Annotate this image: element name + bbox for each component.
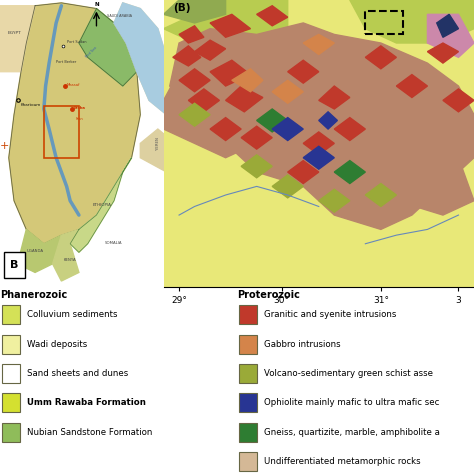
Polygon shape bbox=[9, 3, 140, 244]
Bar bbox=[239, 335, 257, 354]
Polygon shape bbox=[170, 23, 474, 229]
Polygon shape bbox=[428, 43, 458, 63]
Polygon shape bbox=[53, 229, 79, 281]
Text: Gabbro intrusions: Gabbro intrusions bbox=[264, 340, 341, 348]
Text: Umm Rawaba Formation: Umm Rawaba Formation bbox=[27, 399, 146, 407]
Text: Colluvium sediments: Colluvium sediments bbox=[27, 310, 118, 319]
Text: Proterozoic: Proterozoic bbox=[237, 290, 300, 300]
Bar bbox=[3, 252, 25, 278]
Polygon shape bbox=[188, 89, 219, 112]
Bar bbox=[239, 364, 257, 383]
Polygon shape bbox=[365, 183, 396, 207]
Text: SOMALIA: SOMALIA bbox=[105, 241, 123, 245]
Polygon shape bbox=[179, 69, 210, 92]
Polygon shape bbox=[319, 112, 337, 129]
Text: UGANDA: UGANDA bbox=[27, 249, 44, 254]
Polygon shape bbox=[79, 9, 137, 86]
Polygon shape bbox=[210, 118, 241, 140]
Text: Granitic and syenite intrusions: Granitic and syenite intrusions bbox=[264, 310, 397, 319]
Text: SAUDI ARABIA: SAUDI ARABIA bbox=[107, 14, 132, 18]
Text: Port Berber: Port Berber bbox=[56, 60, 76, 64]
Polygon shape bbox=[164, 0, 288, 43]
Polygon shape bbox=[319, 86, 350, 109]
Text: Gneiss, quartizite, marble, amphibolite a: Gneiss, quartizite, marble, amphibolite … bbox=[264, 428, 440, 437]
Polygon shape bbox=[437, 14, 458, 37]
Bar bbox=[2, 335, 20, 354]
Polygon shape bbox=[334, 161, 365, 183]
Polygon shape bbox=[0, 6, 35, 72]
Polygon shape bbox=[179, 26, 204, 43]
Bar bbox=[44, 106, 79, 158]
Polygon shape bbox=[272, 175, 303, 198]
Polygon shape bbox=[365, 129, 474, 215]
Text: Red Sea: Red Sea bbox=[85, 46, 98, 58]
Text: B: B bbox=[10, 260, 18, 270]
Bar bbox=[239, 305, 257, 324]
Polygon shape bbox=[428, 14, 474, 57]
Polygon shape bbox=[272, 118, 303, 140]
Polygon shape bbox=[164, 0, 226, 23]
Polygon shape bbox=[288, 60, 319, 83]
Polygon shape bbox=[303, 132, 334, 155]
Text: Phanerozoic: Phanerozoic bbox=[0, 290, 67, 300]
Text: Ophiolite mainly mafic to ultra mafic sec: Ophiolite mainly mafic to ultra mafic se… bbox=[264, 399, 440, 407]
Bar bbox=[239, 393, 257, 412]
Text: +: + bbox=[0, 141, 9, 151]
Bar bbox=[2, 305, 20, 324]
Polygon shape bbox=[303, 146, 334, 169]
Text: Sand sheets and dunes: Sand sheets and dunes bbox=[27, 369, 129, 378]
Text: EGYPT: EGYPT bbox=[7, 31, 21, 36]
Text: Port Sudan: Port Sudan bbox=[67, 40, 86, 44]
Polygon shape bbox=[272, 80, 303, 103]
Polygon shape bbox=[319, 189, 350, 212]
Text: Bisha: Bisha bbox=[73, 106, 86, 110]
Polygon shape bbox=[173, 46, 201, 66]
Polygon shape bbox=[18, 229, 62, 273]
Text: YEREN: YEREN bbox=[156, 137, 160, 150]
Polygon shape bbox=[443, 89, 474, 112]
Polygon shape bbox=[179, 103, 210, 126]
Polygon shape bbox=[194, 40, 226, 60]
Polygon shape bbox=[70, 158, 131, 252]
Polygon shape bbox=[210, 60, 250, 86]
Bar bbox=[239, 452, 257, 471]
Text: ETHIOPIA: ETHIOPIA bbox=[92, 203, 111, 208]
Text: Massaf: Massaf bbox=[67, 83, 80, 87]
Polygon shape bbox=[232, 69, 263, 92]
Polygon shape bbox=[288, 161, 319, 183]
Bar bbox=[2, 393, 20, 412]
Text: Wadi deposits: Wadi deposits bbox=[27, 340, 88, 348]
Polygon shape bbox=[241, 155, 272, 178]
Polygon shape bbox=[164, 72, 272, 158]
Polygon shape bbox=[257, 109, 288, 132]
Polygon shape bbox=[114, 3, 172, 115]
Bar bbox=[365, 11, 402, 35]
Text: Undifferentiated metamorphic rocks: Undifferentiated metamorphic rocks bbox=[264, 457, 421, 466]
Text: Volcano-sedimentary green schist asse: Volcano-sedimentary green schist asse bbox=[264, 369, 434, 378]
Polygon shape bbox=[114, 3, 172, 115]
Text: Fran: Fran bbox=[75, 118, 83, 121]
Bar bbox=[2, 364, 20, 383]
Polygon shape bbox=[210, 14, 250, 37]
Bar bbox=[239, 423, 257, 442]
Polygon shape bbox=[365, 46, 396, 69]
Bar bbox=[2, 423, 20, 442]
Polygon shape bbox=[241, 126, 272, 149]
Text: N: N bbox=[94, 2, 99, 7]
Polygon shape bbox=[140, 129, 175, 172]
Text: KENYA: KENYA bbox=[64, 258, 76, 262]
Polygon shape bbox=[226, 86, 263, 112]
Polygon shape bbox=[350, 0, 474, 43]
Polygon shape bbox=[257, 6, 288, 26]
Polygon shape bbox=[303, 35, 334, 55]
Text: Nubian Sandstone Formation: Nubian Sandstone Formation bbox=[27, 428, 153, 437]
Polygon shape bbox=[396, 74, 428, 98]
Polygon shape bbox=[334, 118, 365, 140]
Text: (B): (B) bbox=[173, 3, 191, 13]
Text: Khartoum: Khartoum bbox=[21, 103, 41, 107]
